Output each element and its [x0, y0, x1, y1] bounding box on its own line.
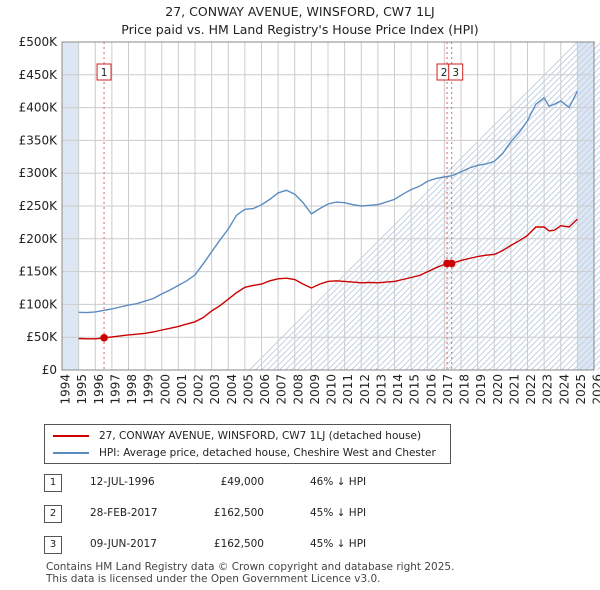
- marker-box: [448, 63, 464, 81]
- transaction-date: 28-FEB-2017: [90, 507, 158, 519]
- y-tick-label: £150K: [19, 265, 59, 279]
- footer-license: This data is licensed under the Open Gov…: [46, 573, 381, 585]
- x-tick-label: 2010: [325, 374, 339, 405]
- hatch-line: [471, 240, 600, 371]
- x-tick-label: 2023: [541, 374, 555, 405]
- hatch-line: [531, 300, 600, 371]
- marker-label: 3: [452, 67, 459, 79]
- price-chart: £0 £50K £100K £150K £200K £250K £300K £350K £400…: [19, 35, 600, 405]
- legend: 27, CONWAY AVENUE, WINSFORD, CW7 1LJ (de…: [44, 424, 451, 464]
- hatch-line: [465, 234, 600, 371]
- y-tick-label: £300K: [19, 166, 59, 180]
- hatch-line: [495, 264, 600, 371]
- x-tick-label: 2001: [175, 374, 189, 405]
- y-tick-label: £350K: [19, 133, 59, 147]
- transaction-number: 3: [44, 536, 62, 554]
- x-tick-label: 1998: [125, 374, 139, 405]
- transaction-date: 09-JUN-2017: [90, 538, 157, 550]
- x-tick-label: 2020: [491, 374, 505, 405]
- x-tick-label: 2012: [358, 374, 372, 405]
- x-tick-label: 1994: [59, 374, 73, 405]
- x-tick-label: 2008: [291, 374, 305, 405]
- chart-title: 27, CONWAY AVENUE, WINSFORD, CW7 1LJ: [165, 4, 435, 19]
- x-tick-label: 2014: [391, 374, 405, 405]
- x-tick-label: 2017: [441, 374, 455, 405]
- series-line-hpi: [78, 90, 579, 314]
- marker-label: 2: [441, 67, 448, 79]
- transaction-price: £49,000: [220, 476, 264, 488]
- plot-border: [61, 41, 595, 371]
- legend-item-hpi: HPI: Average price, detached house, Ches…: [53, 445, 436, 461]
- x-tick-label: 2025: [574, 374, 588, 405]
- transaction-number: 2: [44, 505, 62, 523]
- hatch-line: [525, 294, 600, 371]
- hatch-line: [447, 216, 600, 371]
- transaction-price: £162,500: [213, 507, 264, 519]
- hatch-line: [543, 312, 600, 371]
- x-tick-label: 2007: [275, 374, 289, 405]
- hatch-line: [501, 270, 600, 371]
- x-tick-label: 2004: [225, 374, 239, 405]
- y-tick-label: £450K: [19, 68, 59, 82]
- x-tick-label: 2026: [591, 374, 600, 405]
- x-tick-label: 1995: [75, 374, 89, 405]
- x-tick-label: 2019: [474, 374, 488, 405]
- y-tick-label: £200K: [19, 232, 59, 246]
- hatch-line: [477, 246, 600, 371]
- hatch-line: [537, 306, 600, 371]
- hatch-line: [441, 210, 600, 371]
- y-tick-label: £50K: [26, 330, 58, 344]
- hatch-line: [483, 252, 600, 371]
- hatch-line: [453, 222, 600, 371]
- x-tick-label: 1997: [108, 374, 122, 405]
- sale-point: [100, 334, 108, 342]
- chart-subtitle: Price paid vs. HM Land Registry's House …: [121, 22, 479, 37]
- x-tick-label: 2018: [458, 374, 472, 405]
- x-tick-label: 2002: [192, 374, 206, 405]
- hatch-line: [513, 282, 600, 371]
- x-tick-label: 2016: [424, 374, 438, 405]
- sale-point: [447, 259, 456, 268]
- y-tick-label: £250K: [19, 199, 59, 213]
- hatch-line: [459, 228, 600, 371]
- hatch-line: [507, 276, 600, 371]
- transaction-date: 12-JUL-1996: [90, 476, 155, 488]
- x-tick-label: 2011: [341, 374, 355, 405]
- y-tick-label: £500K: [19, 35, 59, 49]
- y-tick-label: £400K: [19, 101, 59, 115]
- marker-label: 1: [101, 67, 108, 79]
- x-tick-label: 2005: [241, 374, 255, 405]
- legend-item-property: 27, CONWAY AVENUE, WINSFORD, CW7 1LJ (de…: [53, 428, 421, 444]
- transaction-hpi: 45% ↓ HPI: [310, 538, 367, 550]
- x-tick-label: 2015: [408, 374, 422, 405]
- x-tick-label: 1999: [142, 374, 156, 405]
- hatch-line: [519, 288, 600, 371]
- series-line-property: [78, 218, 578, 340]
- x-tick-label: 2022: [524, 374, 538, 405]
- table-row: 1 12-JUL-1996 £49,000 46% ↓ HPI: [44, 474, 464, 492]
- legend-swatch-property: [53, 435, 89, 437]
- table-row: 3 09-JUN-2017 £162,500 45% ↓ HPI: [44, 536, 464, 554]
- x-tick-label: 2013: [374, 374, 388, 405]
- x-tick-label: 2024: [557, 374, 571, 405]
- transaction-hpi: 46% ↓ HPI: [310, 476, 367, 488]
- x-tick-label: 2000: [158, 374, 172, 405]
- y-tick-label: £0: [42, 363, 57, 377]
- x-tick-label: 2009: [308, 374, 322, 405]
- y-tick-label: £100K: [19, 297, 59, 311]
- transaction-price: £162,500: [213, 538, 264, 550]
- x-tick-label: 2006: [258, 374, 272, 405]
- legend-label-property: 27, CONWAY AVENUE, WINSFORD, CW7 1LJ (de…: [99, 430, 422, 442]
- x-tick-label: 1996: [92, 374, 106, 405]
- footer-copyright: Contains HM Land Registry data © Crown c…: [46, 561, 455, 573]
- hatch-line: [435, 204, 600, 371]
- legend-swatch-hpi: [53, 452, 89, 454]
- x-tick-label: 2003: [208, 374, 222, 405]
- table-row: 2 28-FEB-2017 £162,500 45% ↓ HPI: [44, 505, 464, 523]
- x-tick-label: 2021: [507, 374, 521, 405]
- transaction-number: 1: [44, 474, 62, 492]
- marker-box: [96, 63, 112, 81]
- transaction-hpi: 45% ↓ HPI: [310, 507, 367, 519]
- legend-label-hpi: HPI: Average price, detached house, Ches…: [99, 447, 436, 459]
